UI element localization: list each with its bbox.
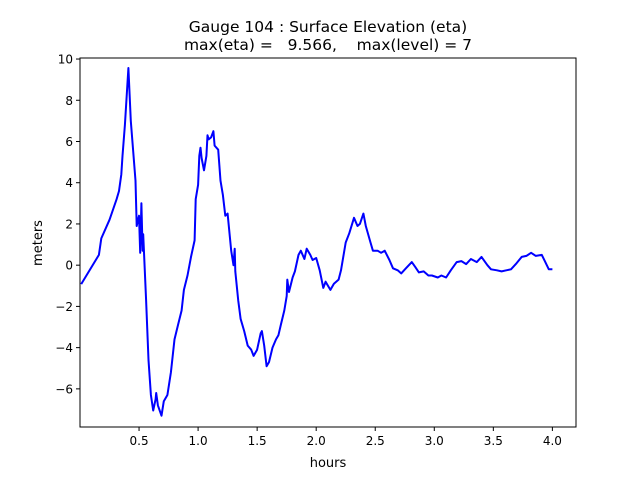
- chart-title: Gauge 104 : Surface Elevation (eta): [189, 18, 467, 36]
- y-tick-label: 10: [58, 53, 73, 67]
- x-tick-label: 2.0: [307, 434, 326, 448]
- x-tick-label: 3.0: [425, 434, 444, 448]
- plot-area: 0.5 1.0 1.5 2.0 2.5 3.0 3.5 4.0 −6 −4 −2 0 2 4 6 8 10: [55, 53, 577, 448]
- y-tick-label: 0: [65, 259, 73, 273]
- y-tick-label: −4: [55, 341, 73, 355]
- x-tick-label: 1.5: [248, 434, 267, 448]
- chart-subtitle: max(eta) = 9.566, max(level) = 7: [184, 36, 472, 54]
- x-tick-label: 4.0: [543, 434, 562, 448]
- y-tick-label: 4: [65, 176, 73, 190]
- y-tick-label: 6: [65, 135, 73, 149]
- x-tick-label: 0.5: [130, 434, 149, 448]
- y-tick-label: 8: [65, 94, 73, 108]
- y-axis-label: meters: [31, 220, 46, 266]
- y-tick-label: −2: [55, 300, 73, 314]
- x-tick-label: 2.5: [366, 434, 385, 448]
- x-tick-label: 3.5: [484, 434, 503, 448]
- y-tick-label: 2: [65, 217, 73, 231]
- x-tick-label: 1.0: [189, 434, 208, 448]
- x-axis-label: hours: [310, 456, 347, 471]
- y-tick-label: −6: [55, 382, 73, 396]
- series-line-eta: [80, 67, 553, 417]
- axes-frame: [79, 57, 577, 428]
